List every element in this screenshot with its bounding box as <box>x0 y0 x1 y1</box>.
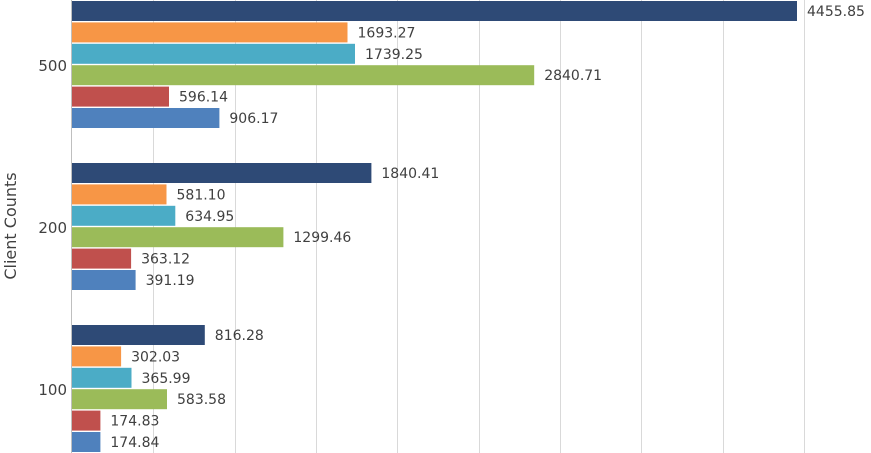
value-labels: 4455.85 1693.27 1739.25 2840.71 596.14906.17… <box>110 4 865 451</box>
data-label-500-series-6: 906.17 <box>229 111 278 127</box>
data-label-100-series-3: 365.99 <box>142 371 191 387</box>
bar-100-series-6 <box>72 432 101 452</box>
bar-200-series-5 <box>72 248 132 269</box>
data-label-500-series-5: 596.14 <box>179 90 228 106</box>
data-label-100-series-2: 302.03 <box>131 349 180 365</box>
data-label-200-series-3: 634.95 <box>185 209 234 225</box>
data-label-200-series-1: 1840.41 <box>381 166 439 182</box>
data-label-100-series-5: 174.83 <box>110 414 159 430</box>
category-labels: 500 200 100 <box>38 57 67 399</box>
bar-500-series-1 <box>72 1 797 21</box>
bar-500-series-4 <box>72 65 535 86</box>
bar-100-series-1 <box>72 325 205 345</box>
y-axis-title: Client Counts <box>1 172 20 279</box>
data-label-500-series-2: 1693.27 <box>358 25 416 41</box>
category-label-500: 500 <box>38 57 67 75</box>
data-label-200-series-4: 1299.46 <box>293 230 351 246</box>
data-label-200-series-5: 363.12 <box>141 252 190 268</box>
bar-200-series-2 <box>72 184 167 205</box>
data-label-500-series-1: 4455.85 <box>807 4 865 20</box>
bar-100-series-5 <box>72 410 101 431</box>
bar-500-series-6 <box>72 108 220 128</box>
category-label-200: 200 <box>38 219 67 237</box>
data-label-100-series-4: 583.58 <box>177 392 226 408</box>
bar-100-series-4 <box>72 389 167 410</box>
data-label-500-series-4: 2840.71 <box>544 68 602 84</box>
bar-500-series-5 <box>72 86 169 107</box>
bars <box>72 1 797 452</box>
bar-200-series-4 <box>72 227 284 248</box>
bar-500-series-3 <box>72 43 355 64</box>
data-label-200-series-2: 581.10 <box>177 187 226 203</box>
data-label-200-series-6: 391.19 <box>146 273 195 289</box>
category-label-100: 100 <box>38 381 67 399</box>
data-label-500-series-3: 1739.25 <box>365 47 423 63</box>
bar-500-series-2 <box>72 22 348 43</box>
bar-100-series-3 <box>72 367 132 388</box>
bar-200-series-3 <box>72 205 176 226</box>
bar-100-series-2 <box>72 346 122 367</box>
data-label-100-series-6: 174.84 <box>110 435 159 451</box>
data-label-100-series-1: 816.28 <box>215 328 264 344</box>
bar-200-series-6 <box>72 270 136 290</box>
bar-200-series-1 <box>72 163 372 183</box>
